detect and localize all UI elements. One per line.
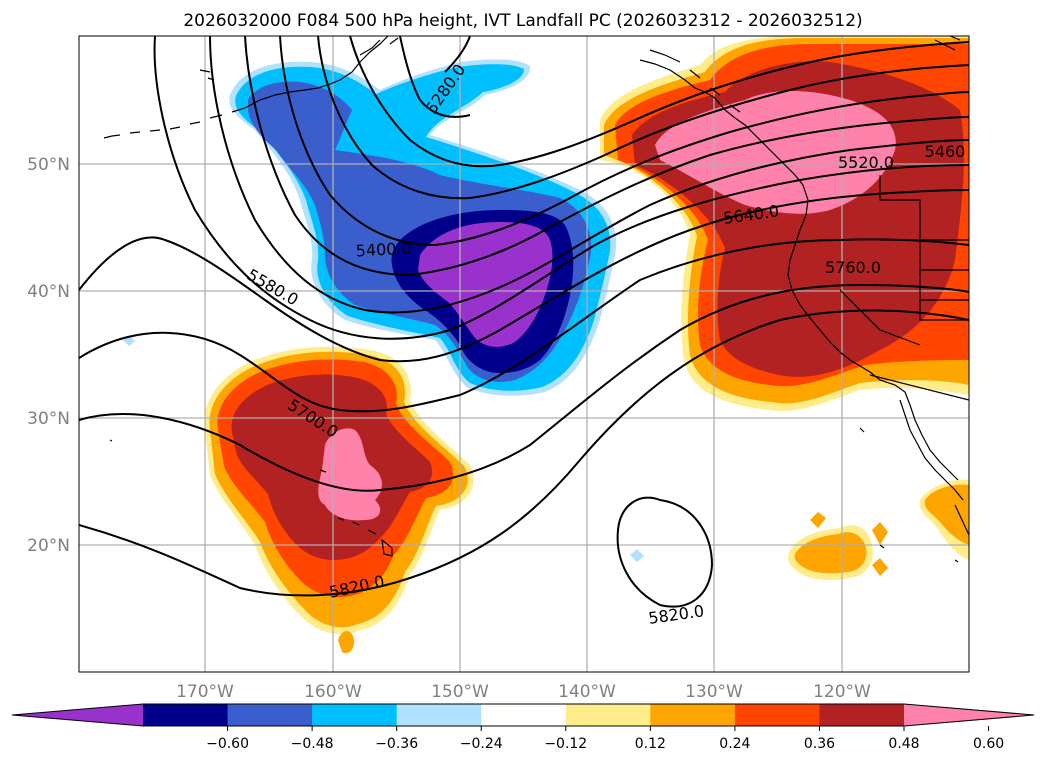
height-contours — [79, 36, 969, 608]
figure-title: 2026032000 F084 500 hPa height, IVT Land… — [183, 11, 862, 31]
lat-label: 50°N — [27, 155, 70, 175]
colorbar-tick-label: 0.48 — [888, 736, 919, 752]
colorbar-swatch — [143, 704, 229, 726]
colorbar-tick-label: 0.24 — [719, 736, 750, 752]
lat-label: 40°N — [27, 282, 70, 302]
colorbar-tick-label: −0.60 — [206, 736, 249, 752]
lon-label: 140°W — [558, 682, 616, 702]
negative-anomaly — [229, 59, 617, 396]
colorbar-swatch — [312, 704, 398, 726]
lat-label: 20°N — [27, 536, 70, 556]
contour-label: 5760.0 — [825, 258, 881, 277]
lon-label: 130°W — [685, 682, 743, 702]
positive-anomaly-westcoast — [600, 36, 969, 411]
longitude-labels: 170°W 160°W 150°W 140°W 130°W 120°W — [176, 682, 871, 702]
lon-label: 160°W — [304, 682, 362, 702]
contour-label: 5400.0 — [355, 239, 412, 261]
lon-label: 150°W — [431, 682, 489, 702]
colorbar-tick-label: −0.36 — [375, 736, 418, 752]
colorbar-tick-label: 0.60 — [973, 736, 1004, 752]
colorbar: −0.60 −0.48 −0.36 −0.24 −0.12 0.12 0.24 0.36 0.4… — [11, 703, 1035, 752]
positive-anomaly-hawaii — [204, 346, 474, 635]
colorbar-swatch — [734, 704, 820, 726]
colorbar-tick-label: 0.36 — [804, 736, 835, 752]
colorbar-swatch — [565, 704, 651, 726]
colorbar-tick-label: −0.48 — [291, 736, 334, 752]
lon-label: 170°W — [176, 682, 234, 702]
latitude-labels: 50°N 40°N 30°N 20°N — [27, 155, 70, 556]
contour-label: 5520.0 — [838, 153, 894, 172]
positive-anomaly-small — [123, 335, 969, 654]
lon-label: 120°W — [813, 682, 871, 702]
colorbar-swatch — [904, 704, 1034, 726]
colorbar-outline — [11, 703, 1035, 727]
colorbar-tick-label: −0.24 — [460, 736, 503, 752]
colorbar-tick-label: 0.12 — [635, 736, 666, 752]
map-area: 5460 5280.0 5520.0 5640.0 5400.0 5760.0 … — [79, 36, 969, 672]
colorbar-swatch — [650, 704, 736, 726]
colorbar-swatch — [819, 704, 905, 726]
contour-label: 5460 — [925, 142, 966, 161]
colorbar-swatch — [12, 704, 143, 726]
lat-label: 30°N — [27, 409, 70, 429]
map-frame — [78, 35, 970, 673]
colorbar-swatch — [227, 704, 313, 726]
colorbar-swatch — [481, 704, 567, 726]
colorbar-tick-label: −0.12 — [544, 736, 587, 752]
colorbar-swatch — [396, 704, 482, 726]
